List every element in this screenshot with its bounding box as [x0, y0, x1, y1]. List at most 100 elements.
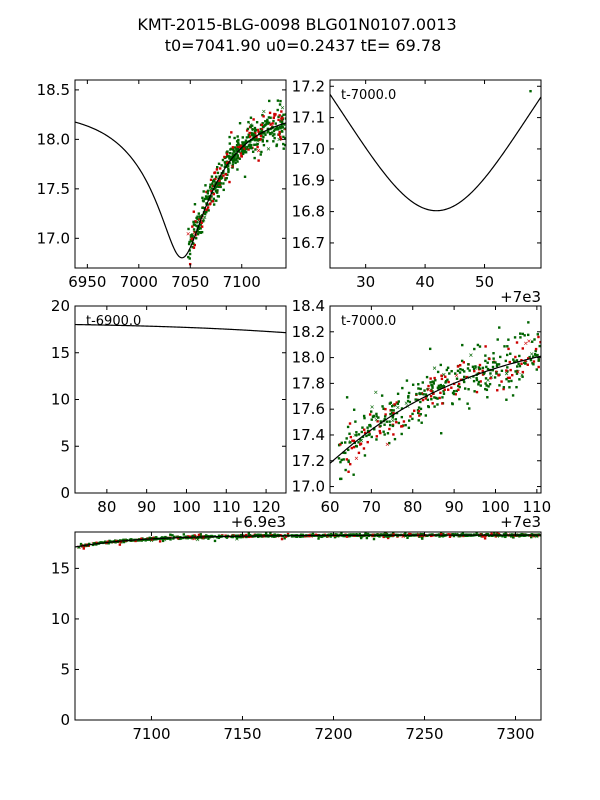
data-point-outlier — [385, 442, 390, 447]
model-curve-baseline — [75, 323, 286, 334]
data-point-outlier — [280, 105, 285, 110]
data-point — [200, 230, 204, 234]
data-point — [486, 396, 489, 399]
data-point — [191, 234, 194, 238]
data-point — [531, 362, 534, 365]
data-point — [405, 379, 409, 382]
data-point — [188, 252, 192, 256]
data-point — [247, 135, 250, 139]
data-point — [280, 129, 284, 133]
data-point — [424, 414, 428, 417]
data-point — [251, 150, 255, 153]
data-point — [439, 383, 443, 387]
data-point — [411, 412, 414, 416]
data-point — [225, 152, 229, 156]
data-point — [296, 535, 299, 538]
data-point — [196, 537, 200, 540]
y-tick-label: 17.2 — [292, 77, 325, 95]
data-point — [250, 143, 253, 147]
data-point — [242, 143, 245, 146]
data-point — [508, 386, 511, 389]
y-tick-label: 17.6 — [292, 400, 325, 418]
data-point — [452, 392, 456, 396]
data-point — [348, 432, 351, 435]
data-point — [473, 347, 476, 351]
data-point — [422, 393, 425, 396]
data-point — [437, 384, 441, 388]
x-tick-label: 7150 — [223, 725, 261, 743]
data-point — [434, 379, 437, 382]
data-point — [339, 460, 342, 464]
data-point-outlier — [354, 456, 359, 460]
data-point — [423, 389, 426, 392]
x-tick-label: 7100 — [223, 273, 261, 291]
data-point — [379, 533, 383, 536]
x-tick-label: 80 — [97, 498, 116, 516]
data-point — [342, 458, 345, 461]
data-point — [266, 118, 269, 122]
data-point — [354, 420, 357, 423]
data-point — [404, 532, 407, 535]
x-tick-label: 90 — [445, 498, 464, 516]
data-point — [268, 121, 271, 125]
data-point — [266, 122, 270, 125]
data-point — [218, 167, 222, 170]
data-point — [276, 108, 279, 112]
data-point — [193, 534, 196, 537]
data-point — [233, 136, 236, 140]
data-point — [506, 376, 510, 380]
data-point — [478, 363, 482, 367]
x-tick-label: 7300 — [496, 725, 534, 743]
data-point — [510, 533, 513, 536]
data-point — [402, 420, 406, 423]
y-tick-label: 17.8 — [292, 374, 325, 392]
data-point — [182, 533, 186, 536]
data-point — [456, 369, 460, 373]
model-curve-full — [75, 121, 286, 259]
data-point — [213, 171, 217, 174]
data-point — [493, 532, 496, 534]
data-point — [442, 392, 446, 395]
data-point — [237, 535, 241, 539]
data-point — [518, 354, 521, 358]
data-point — [275, 128, 278, 131]
x-tick-label: 6950 — [68, 273, 106, 291]
data-point — [407, 394, 410, 398]
data-point-outlier — [504, 371, 509, 376]
data-point — [388, 534, 391, 538]
data-point — [265, 120, 269, 124]
data-point — [249, 146, 252, 150]
data-point — [429, 534, 433, 538]
data-point — [233, 155, 236, 159]
data-point — [429, 381, 432, 384]
data-point — [199, 223, 202, 226]
data-point-outlier — [266, 147, 271, 151]
data-point — [446, 366, 450, 369]
data-point-outlier — [524, 341, 528, 346]
data-point — [283, 137, 286, 140]
data-point — [206, 197, 210, 201]
data-point — [345, 396, 349, 399]
data-point — [223, 155, 226, 159]
data-point — [187, 227, 190, 231]
data-point — [351, 439, 354, 442]
data-point — [261, 535, 264, 538]
data-point — [479, 384, 482, 387]
data-point — [433, 376, 436, 380]
data-point-outlier — [374, 390, 378, 395]
data-point — [407, 391, 411, 395]
data-point — [236, 135, 239, 138]
data-point — [244, 139, 248, 142]
data-point — [418, 535, 421, 538]
data-point — [99, 541, 103, 544]
data-point-outlier — [396, 405, 400, 410]
data-point — [368, 413, 372, 416]
data-point — [199, 216, 202, 220]
data-point — [464, 534, 468, 538]
data-point — [442, 532, 445, 536]
data-point — [505, 369, 508, 372]
data-point — [176, 535, 179, 538]
data-point — [261, 140, 264, 143]
data-point — [256, 145, 259, 149]
data-point — [401, 386, 404, 390]
